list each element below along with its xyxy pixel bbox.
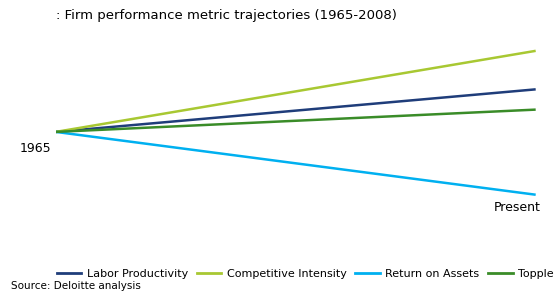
Text: Present: Present bbox=[494, 201, 541, 214]
Legend: Labor Productivity, Competitive Intensity, Return on Assets, Topple Rate: Labor Productivity, Competitive Intensit… bbox=[56, 268, 558, 279]
Text: Source: Deloitte analysis: Source: Deloitte analysis bbox=[11, 281, 141, 291]
Text: 1965: 1965 bbox=[20, 142, 51, 155]
Text: : Firm performance metric trajectories (1965-2008): : Firm performance metric trajectories (… bbox=[56, 9, 397, 22]
